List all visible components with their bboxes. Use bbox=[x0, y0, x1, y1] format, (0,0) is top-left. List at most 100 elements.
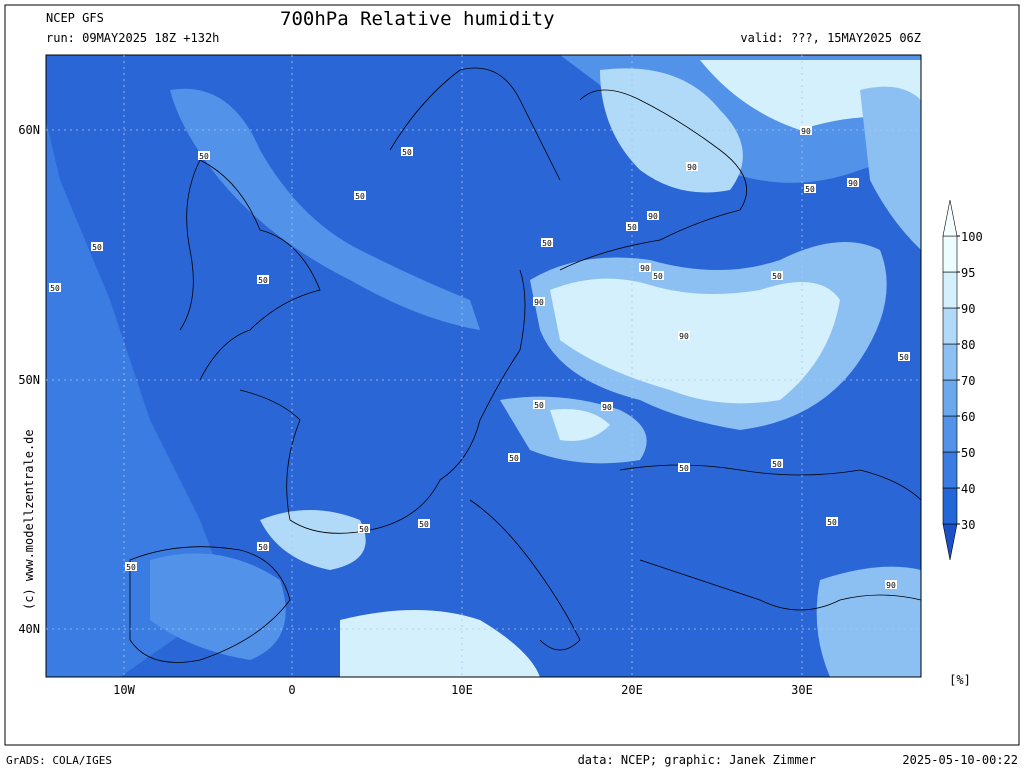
valid-info: valid: ???, 15MAY2025 06Z bbox=[740, 31, 921, 45]
contour-label: 50 bbox=[627, 223, 637, 232]
humidity-patch bbox=[46, 120, 230, 677]
colorbar-segment bbox=[942, 343, 958, 381]
humidity-patch bbox=[150, 553, 286, 660]
contour-label-box bbox=[771, 271, 783, 280]
page-frame bbox=[4, 4, 1020, 746]
colorbar-label: 90 bbox=[961, 302, 975, 316]
contour-label: 50 bbox=[50, 284, 60, 293]
coastlines bbox=[129, 67, 921, 663]
contour-label: 90 bbox=[687, 163, 697, 172]
contour-label-box bbox=[771, 459, 783, 468]
contour-label-box bbox=[800, 126, 812, 135]
colorbar-segment bbox=[942, 307, 958, 345]
colorbar-unit: [%] bbox=[949, 673, 971, 687]
contour-label: 90 bbox=[886, 581, 896, 590]
contour-label-box bbox=[626, 222, 638, 231]
contour-label: 50 bbox=[653, 272, 663, 281]
colorbar-label: 30 bbox=[961, 518, 975, 532]
software-credit: GrADS: COLA/IGES bbox=[6, 754, 112, 767]
contour-label-box bbox=[91, 242, 103, 251]
contour-label-box bbox=[401, 147, 413, 156]
contour-label-box bbox=[533, 297, 545, 306]
contour-label: 50 bbox=[359, 525, 369, 534]
contour-label: 50 bbox=[542, 239, 552, 248]
colorbar-label: 80 bbox=[961, 338, 975, 352]
timestamp: 2025-05-10-00:22 bbox=[902, 753, 1018, 767]
contour-label-box bbox=[358, 524, 370, 533]
data-credit: data: NCEP; graphic: Janek Zimmer bbox=[578, 753, 816, 767]
contour-label-box bbox=[885, 580, 897, 589]
contour-label-box bbox=[49, 283, 61, 292]
contour-label: 90 bbox=[648, 212, 658, 221]
colorbar-extension bbox=[942, 199, 958, 237]
colorbar-label: 95 bbox=[961, 266, 975, 280]
contour-label: 50 bbox=[534, 401, 544, 410]
humidity-patch bbox=[816, 566, 921, 677]
humidity-patch bbox=[860, 86, 921, 251]
colorbar-label: 70 bbox=[961, 374, 975, 388]
contour-label-box bbox=[354, 191, 366, 200]
contour-label: 90 bbox=[848, 179, 858, 188]
contour-label: 90 bbox=[602, 403, 612, 412]
lat-label: 60N bbox=[18, 123, 40, 137]
contour-label-box bbox=[898, 352, 910, 361]
contour-label-box bbox=[804, 184, 816, 193]
contour-label-box bbox=[541, 238, 553, 247]
contour-label-box bbox=[508, 453, 520, 462]
contour-label: 90 bbox=[801, 127, 811, 136]
contour-label: 50 bbox=[805, 185, 815, 194]
contour-label: 50 bbox=[679, 464, 689, 473]
colorbar-segment bbox=[942, 271, 958, 309]
map-title: 700hPa Relative humidity bbox=[280, 8, 555, 30]
colorbar-segment bbox=[942, 235, 958, 273]
contour-label-box bbox=[257, 542, 269, 551]
contour-label: 50 bbox=[355, 192, 365, 201]
contour-label: 50 bbox=[199, 152, 209, 161]
humidity-patch bbox=[260, 510, 366, 570]
contour-label: 50 bbox=[827, 518, 837, 527]
contour-label-box bbox=[639, 263, 651, 272]
contour-label: 50 bbox=[772, 460, 782, 469]
side-credit: (c) www.modellzentrale.de bbox=[22, 429, 36, 610]
humidity-patch bbox=[340, 610, 540, 677]
colorbar-segment bbox=[942, 379, 958, 417]
colorbar-segment bbox=[942, 487, 958, 525]
colorbar: 30 40 50 60 70 80 90 95 100 bbox=[942, 199, 983, 561]
colorbar-segment bbox=[942, 451, 958, 489]
contour-label: 90 bbox=[534, 298, 544, 307]
model-name: NCEP GFS bbox=[46, 11, 104, 25]
colorbar-label: 40 bbox=[961, 482, 975, 496]
colorbar-label: 50 bbox=[961, 446, 975, 460]
humidity-patch bbox=[170, 88, 480, 330]
contour-label-box bbox=[533, 400, 545, 409]
contour-label-box bbox=[257, 275, 269, 284]
contour-label-box bbox=[678, 463, 690, 472]
lat-label: 40N bbox=[18, 622, 40, 636]
humidity-patch bbox=[600, 68, 743, 193]
map-frame bbox=[45, 54, 922, 678]
contour-label: 50 bbox=[899, 353, 909, 362]
lon-label: 20E bbox=[621, 683, 643, 697]
contour-label-box bbox=[678, 331, 690, 340]
lat-label: 50N bbox=[18, 373, 40, 387]
contour-label: 90 bbox=[679, 332, 689, 341]
lon-label: 30E bbox=[791, 683, 813, 697]
contour-label: 50 bbox=[402, 148, 412, 157]
contour-label: 50 bbox=[419, 520, 429, 529]
lon-label: 0 bbox=[288, 683, 295, 697]
colorbar-segment bbox=[942, 415, 958, 453]
lon-label: 10E bbox=[451, 683, 473, 697]
contour-label: 90 bbox=[640, 264, 650, 273]
contour-label: 50 bbox=[258, 543, 268, 552]
map-field bbox=[46, 55, 921, 677]
contour-label: 50 bbox=[258, 276, 268, 285]
colorbar-label: 100 bbox=[961, 230, 983, 244]
contour-label-box bbox=[686, 162, 698, 171]
contour-label: 50 bbox=[772, 272, 782, 281]
contour-label-box bbox=[125, 562, 137, 571]
contour-label: 50 bbox=[509, 454, 519, 463]
humidity-patch bbox=[550, 409, 610, 441]
contour-label-box bbox=[647, 211, 659, 220]
